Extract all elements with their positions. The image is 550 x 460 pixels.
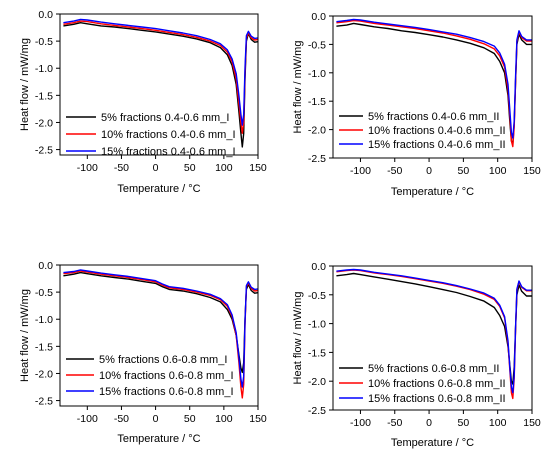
y-tick-label: 0.0 bbox=[38, 9, 53, 21]
legend-label-3: 15% fractions 0.4-0.6 mm_I bbox=[101, 146, 236, 158]
x-tick-label: 150 bbox=[249, 413, 267, 425]
x-tick-label: 150 bbox=[523, 165, 541, 177]
x-tick-label: -100 bbox=[77, 413, 98, 425]
y-tick-label: -1.5 bbox=[308, 347, 326, 359]
legend-label-1: 5% fractions 0.4-0.6 mm_II bbox=[368, 111, 499, 123]
x-tick-label: -100 bbox=[350, 165, 371, 177]
x-tick-label: 100 bbox=[215, 162, 233, 174]
legend-label-3: 15% fractions 0.6-0.8 mm_II bbox=[368, 393, 506, 405]
y-axis-title: Heat flow / mW/mg bbox=[292, 41, 304, 134]
x-tick-label: 100 bbox=[215, 413, 233, 425]
y-tick-label: -2.5 bbox=[35, 396, 53, 408]
y-tick-label: -2.5 bbox=[308, 405, 326, 417]
x-tick-label: -50 bbox=[387, 417, 402, 429]
x-tick-label: 150 bbox=[249, 162, 267, 174]
x-tick-label: 50 bbox=[184, 162, 196, 174]
chart-panel-2: -100 -50 0 50 100 150 0.0 -0.5 -1.0 -1.5 -2.0 -2.5 T… bbox=[292, 11, 541, 198]
series-line-3 bbox=[336, 18, 532, 139]
y-tick-label: -0.5 bbox=[35, 36, 53, 48]
x-tick-label: -100 bbox=[77, 162, 98, 174]
x-tick-label: -50 bbox=[387, 165, 402, 177]
y-tick-label: -1.5 bbox=[308, 96, 326, 108]
x-tick-label: 0 bbox=[426, 165, 432, 177]
y-tick-label: -2.0 bbox=[308, 125, 326, 137]
x-axis-title: Temperature / °C bbox=[117, 433, 200, 445]
legend: 5% fractions 0.4-0.6 mm_I 10% fractions 0… bbox=[66, 112, 236, 158]
x-tick-label: 100 bbox=[489, 165, 507, 177]
x-axis-title: Temperature / °C bbox=[117, 183, 200, 195]
x-tick-label: 0 bbox=[153, 162, 159, 174]
legend-label-3: 15% fractions 0.6-0.8 mm_I bbox=[99, 386, 234, 398]
y-tick-label: 0.0 bbox=[311, 11, 326, 23]
x-tick-label: 0 bbox=[153, 413, 159, 425]
legend-label-2: 10% fractions 0.4-0.6 mm_I bbox=[101, 129, 236, 141]
x-tick-label: -100 bbox=[350, 417, 371, 429]
plot-frame bbox=[332, 15, 533, 159]
legend-label-2: 10% fractions 0.4-0.6 mm_II bbox=[368, 125, 506, 137]
y-tick-label: -1.5 bbox=[35, 341, 53, 353]
x-tick-label: 150 bbox=[523, 417, 541, 429]
y-tick-label: -2.0 bbox=[35, 368, 53, 380]
x-tick-label: 50 bbox=[458, 165, 470, 177]
legend-label-1: 5% fractions 0.4-0.6 mm_I bbox=[101, 112, 229, 124]
legend-label-2: 10% fractions 0.6-0.8 mm_II bbox=[368, 378, 506, 390]
x-tick-label: -50 bbox=[114, 162, 129, 174]
y-tick-label: -1.0 bbox=[308, 68, 326, 80]
chart-panel-4: -100 -50 0 50 100 150 0.0 -0.5 -1.0 -1.5 -2.0 -2.5 T… bbox=[292, 261, 541, 449]
y-axis-title: Heat flow / mW/mg bbox=[292, 292, 304, 385]
legend-label-3: 15% fractions 0.4-0.6 mm_II bbox=[368, 139, 506, 151]
plot-frame bbox=[59, 13, 259, 156]
y-tick-label: -1.0 bbox=[35, 63, 53, 75]
plot-frame bbox=[332, 265, 533, 411]
series-line-3 bbox=[336, 268, 532, 394]
y-tick-label: 0.0 bbox=[311, 261, 326, 273]
legend: 5% fractions 0.6-0.8 mm_I 10% fractions 0… bbox=[66, 354, 234, 398]
y-tick-label: -2.0 bbox=[35, 117, 53, 129]
x-axis-title: Temperature / °C bbox=[391, 437, 474, 449]
chart-panel-1: -100 -50 0 50 100 150 0.0 -0.5 -1.0 -1.5 -2.0 -2.5 T… bbox=[19, 9, 267, 195]
series-line-3 bbox=[63, 18, 259, 126]
y-tick-label: -0.5 bbox=[308, 290, 326, 302]
legend: 5% fractions 0.6-0.8 mm_II 10% fractions … bbox=[339, 363, 506, 405]
x-axis-title: Temperature / °C bbox=[391, 186, 474, 198]
x-tick-label: 50 bbox=[184, 413, 196, 425]
y-tick-label: 0.0 bbox=[38, 260, 53, 272]
y-axis-title: Heat flow / mW/mg bbox=[19, 38, 31, 131]
plot-frame bbox=[59, 264, 259, 407]
legend-label-1: 5% fractions 0.6-0.8 mm_II bbox=[368, 363, 499, 375]
y-axis-title: Heat flow / mW/mg bbox=[19, 289, 31, 382]
legend-label-2: 10% fractions 0.6-0.8 mm_I bbox=[99, 370, 234, 382]
y-tick-label: -2.5 bbox=[35, 145, 53, 157]
y-tick-label: -2.0 bbox=[308, 376, 326, 388]
series-line-3 bbox=[63, 269, 259, 388]
x-tick-label: 50 bbox=[458, 417, 470, 429]
x-tick-label: 0 bbox=[426, 417, 432, 429]
y-tick-label: -0.5 bbox=[308, 39, 326, 51]
chart-panel-3: -100 -50 0 50 100 150 0.0 -0.5 -1.0 -1.5 -2.0 -2.5 T… bbox=[19, 260, 267, 445]
x-tick-label: -50 bbox=[114, 413, 129, 425]
y-tick-label: -1.0 bbox=[35, 314, 53, 326]
y-tick-label: -1.5 bbox=[35, 90, 53, 102]
y-tick-label: -2.5 bbox=[308, 153, 326, 165]
legend: 5% fractions 0.4-0.6 mm_II 10% fractions … bbox=[339, 111, 506, 151]
x-tick-label: 100 bbox=[489, 417, 507, 429]
y-tick-label: -0.5 bbox=[35, 287, 53, 299]
y-tick-label: -1.0 bbox=[308, 319, 326, 331]
legend-label-1: 5% fractions 0.6-0.8 mm_I bbox=[99, 354, 227, 366]
